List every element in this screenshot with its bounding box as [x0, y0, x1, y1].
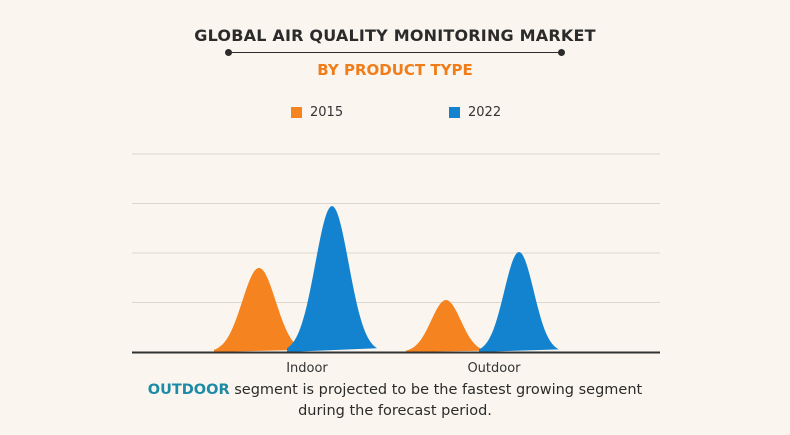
peak-2022-outdoor — [479, 252, 559, 352]
chart-title: GLOBAL AIR QUALITY MONITORING MARKET — [194, 26, 596, 45]
divider-dot-right — [558, 49, 565, 56]
legend-swatch-2015 — [291, 106, 302, 118]
legend-label-2015: 2015 — [310, 104, 344, 120]
footnote-line-2: during the forecast period. — [298, 403, 492, 419]
title-divider — [225, 49, 565, 56]
footnote-line-1: OUTDOOR segment is projected to be the f… — [0, 380, 790, 401]
peak-2015-outdoor — [406, 300, 486, 352]
x-tick-label-outdoor: Outdoor — [467, 361, 521, 376]
legend-item-2015: 2015 — [291, 104, 343, 120]
legend-item-2022: 2022 — [449, 104, 501, 120]
footnote-line-1-text: segment is projected to be the fastest g… — [229, 382, 643, 398]
legend-label-2022: 2022 — [468, 104, 502, 120]
footnote: OUTDOOR segment is projected to be the f… — [0, 380, 790, 422]
peak-2022-indoor — [287, 205, 377, 352]
peak-2015-indoor — [214, 267, 304, 352]
legend-swatch-2022 — [449, 106, 460, 118]
x-tick-label-indoor: Indoor — [286, 361, 328, 376]
divider-dot-left — [225, 49, 232, 56]
footnote-highlight: OUTDOOR — [147, 382, 230, 398]
chart-subtitle: BY PRODUCT TYPE — [317, 61, 473, 79]
